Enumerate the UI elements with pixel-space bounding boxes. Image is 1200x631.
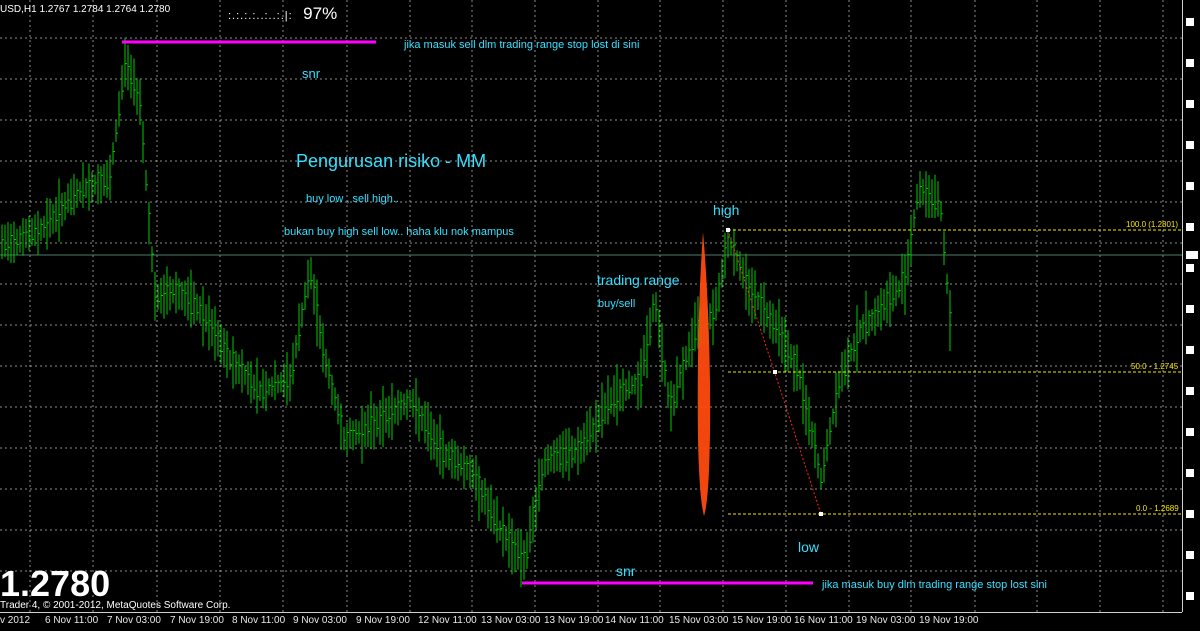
chart-grid	[0, 0, 1182, 612]
fib-anchor-low[interactable]	[819, 512, 823, 516]
price-axis[interactable]	[1182, 0, 1200, 612]
fib-anchor-mid[interactable]	[773, 370, 777, 374]
price-axis-tick	[1186, 223, 1194, 231]
signal-meter-bars: :.:.:.:..:..:.|:	[228, 10, 293, 22]
fib-level-50-label: 50.0 - 1.2745	[1131, 362, 1179, 371]
price-axis-tick	[1186, 510, 1194, 518]
buy-low-sell-high-text: buy low , sell high..	[306, 193, 399, 205]
price-chart[interactable]	[0, 0, 1182, 612]
fib-level-100-label: 100.0 (1.2801)	[1126, 220, 1179, 229]
time-axis-label: 12 Nov 11:00	[418, 615, 477, 626]
price-axis-tick	[1186, 141, 1194, 149]
trading-range-spike	[697, 232, 711, 516]
time-axis-label: v 2012	[0, 615, 31, 626]
sell-stop-loss-note: jika masuk sell dlm trading range stop l…	[404, 39, 640, 51]
price-axis-tick	[1186, 428, 1194, 436]
time-axis-label: 15 Nov 19:00	[732, 615, 792, 626]
time-axis[interactable]: v 2012 6 Nov 11:00 7 Nov 03:00 7 Nov 19:00 8…	[0, 612, 1182, 631]
fib-level-0-label: 0.0 - 1.2689	[1136, 504, 1179, 513]
time-axis-label: 13 Nov 03:00	[481, 615, 541, 626]
price-axis-tick	[1186, 387, 1194, 395]
time-axis-label: 19 Nov 19:00	[919, 615, 979, 626]
snr-top-label: snr	[302, 66, 321, 81]
buy-sell-label: buy/sell	[598, 298, 636, 310]
price-axis-tick	[1186, 551, 1194, 559]
low-label: low	[798, 539, 820, 555]
time-axis-label: 15 Nov 03:00	[669, 615, 729, 626]
price-axis-tick	[1186, 264, 1194, 272]
trading-range-label: trading range	[597, 272, 680, 288]
price-axis-tick	[1186, 18, 1194, 26]
symbol-header: USD,H1 1.2767 1.2784 1.2764 1.2780	[0, 4, 171, 15]
current-price-marker	[1186, 251, 1198, 259]
time-axis-label: 7 Nov 19:00	[170, 615, 224, 626]
time-axis-label: 9 Nov 03:00	[293, 615, 347, 626]
time-axis-label: 14 Nov 11:00	[605, 615, 664, 626]
price-axis-tick	[1186, 346, 1194, 354]
buy-stop-loss-note: jika masuk buy dlm trading range stop lo…	[822, 579, 1047, 591]
signal-meter: :.:.:.:..:..:.|: 97%	[228, 4, 337, 24]
copyright-text: Trader 4, © 2001-2012, MetaQuotes Softwa…	[0, 600, 231, 611]
price-axis-tick	[1186, 469, 1194, 477]
candlestick-series	[1, 37, 952, 588]
warning-text: bukan buy high sell low.. haha klu nok m…	[284, 226, 514, 238]
time-axis-label: 9 Nov 19:00	[356, 615, 410, 626]
fibonacci-retracement[interactable]	[726, 228, 1182, 516]
time-axis-label: 13 Nov 19:00	[544, 615, 604, 626]
time-axis-label: 19 Nov 03:00	[856, 615, 916, 626]
time-axis-label: 6 Nov 11:00	[45, 615, 99, 626]
risk-management-heading: Pengurusan risiko - MM	[296, 151, 487, 171]
high-label: high	[713, 202, 740, 218]
fib-anchor-high[interactable]	[726, 228, 730, 232]
time-axis-label: 8 Nov 11:00	[232, 615, 286, 626]
time-axis-label: 16 Nov 11:00	[794, 615, 853, 626]
price-axis-tick	[1186, 305, 1194, 313]
time-axis-label: 7 Nov 03:00	[107, 615, 161, 626]
price-axis-tick	[1186, 59, 1194, 67]
current-price-big: 1.2780	[0, 563, 111, 604]
price-axis-tick	[1186, 592, 1194, 600]
signal-percent: 97%	[303, 4, 338, 23]
snr-bottom-label: snr	[616, 563, 636, 579]
price-axis-tick	[1186, 100, 1194, 108]
price-axis-tick	[1186, 182, 1194, 190]
